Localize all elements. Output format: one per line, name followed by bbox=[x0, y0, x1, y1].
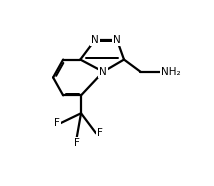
Text: N: N bbox=[113, 35, 121, 44]
Text: NH₂: NH₂ bbox=[161, 67, 181, 77]
Text: F: F bbox=[74, 138, 80, 148]
Text: F: F bbox=[54, 118, 59, 128]
Text: F: F bbox=[97, 128, 103, 138]
Text: N: N bbox=[99, 67, 107, 77]
Text: N: N bbox=[91, 35, 99, 44]
